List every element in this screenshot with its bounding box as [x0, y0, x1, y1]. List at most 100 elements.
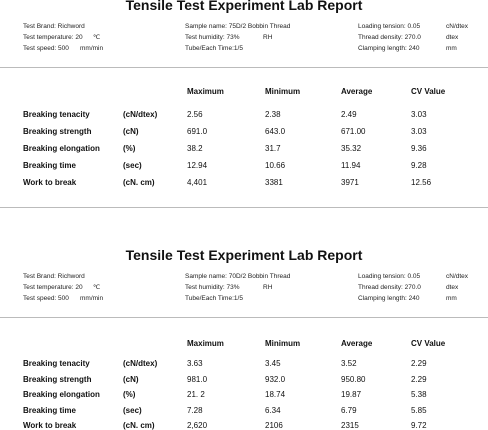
- row-label: Breaking elongation: [23, 390, 100, 399]
- table-cell: 6.79: [341, 405, 357, 415]
- table-cell: 2.29: [411, 374, 427, 384]
- column-header: CV Value: [411, 87, 446, 96]
- row-unit: (cN/dtex): [123, 110, 158, 119]
- table-cell: 3.03: [411, 110, 427, 119]
- table-cell: 691.0: [187, 127, 208, 136]
- info-field: Tube/Each Time:1/5: [185, 45, 243, 52]
- table-cell: 5.38: [411, 390, 427, 399]
- table-cell: 31.7: [265, 144, 281, 153]
- table-cell: 671.00: [341, 127, 366, 136]
- info-field: Test speed: 500: [23, 295, 69, 302]
- column-header: Minimum: [265, 87, 301, 96]
- row-label: Work to break: [23, 421, 77, 430]
- table-cell: 3.03: [411, 127, 427, 136]
- info-field: Test humidity: 73%: [185, 284, 240, 291]
- separator: [0, 207, 488, 208]
- info-field: Test temperature: 20: [23, 284, 83, 291]
- info-unit: cN/dtex: [446, 23, 469, 30]
- table-cell: 9.36: [411, 144, 427, 153]
- table-cell: 11.94: [341, 161, 361, 170]
- info-unit: RH: [263, 284, 273, 291]
- report-title: Tensile Test Experiment Lab Report: [125, 0, 363, 13]
- info-field: Clamping length: 240: [358, 295, 420, 302]
- table-cell: 2.49: [341, 110, 357, 119]
- row-unit: (%): [123, 390, 136, 399]
- info-field: Sample name: 70D/2 Bobbin Thread: [185, 273, 291, 280]
- info-unit: ℃: [93, 284, 101, 291]
- info-unit: ℃: [93, 34, 101, 41]
- table-cell: 3.45: [265, 359, 281, 368]
- row-unit: (cN. cm): [123, 421, 155, 430]
- table-cell: 5.85: [411, 405, 427, 415]
- row-label: Breaking time: [23, 405, 76, 415]
- table-cell: 643.0: [265, 127, 286, 136]
- table-cell: 4,401: [187, 178, 208, 187]
- info-field: Sample name: 75D/2 Bobbin Thread: [185, 23, 291, 30]
- table-cell: 19.87: [341, 390, 362, 399]
- row-label: Work to break: [23, 178, 77, 187]
- info-unit: mm: [446, 295, 457, 302]
- row-unit: (cN. cm): [123, 178, 155, 187]
- row-unit: (%): [123, 144, 136, 153]
- row-label: Breaking elongation: [23, 144, 100, 153]
- table-cell: 38.2: [187, 144, 203, 153]
- row-unit: (sec): [123, 161, 142, 170]
- info-field: Loading tension: 0.05: [358, 273, 421, 280]
- column-header: CV Value: [411, 339, 446, 348]
- column-header: Maximum: [187, 87, 224, 96]
- info-unit: dtex: [446, 284, 459, 291]
- info-field: Loading tension: 0.05: [358, 23, 421, 30]
- row-label: Breaking tenacity: [23, 359, 90, 368]
- table-cell: 12.94: [187, 161, 208, 170]
- separator: [0, 67, 488, 68]
- table-cell: 7.28: [187, 405, 203, 415]
- info-unit: mm: [446, 45, 457, 52]
- table-cell: 2,620: [187, 421, 208, 430]
- table-cell: 3971: [341, 178, 359, 187]
- row-label: Breaking time: [23, 161, 76, 170]
- info-field: Test speed: 500: [23, 45, 69, 52]
- report-title: Tensile Test Experiment Lab Report: [125, 247, 363, 263]
- table-cell: 18.74: [265, 390, 286, 399]
- row-label: Breaking strength: [23, 374, 92, 384]
- info-field: Test Brand: Richword: [23, 273, 85, 280]
- table-cell: 9.72: [411, 421, 427, 430]
- info-unit: RH: [263, 34, 273, 41]
- info-unit: dtex: [446, 34, 459, 41]
- table-cell: 2315: [341, 421, 359, 430]
- info-field: Test temperature: 20: [23, 34, 83, 41]
- table-cell: 981.0: [187, 374, 208, 384]
- table-cell: 10.66: [265, 161, 286, 170]
- column-header: Maximum: [187, 339, 224, 348]
- row-label: Breaking strength: [23, 127, 92, 136]
- table-cell: 9.28: [411, 161, 427, 170]
- row-unit: (cN): [123, 374, 139, 384]
- table-cell: 12.56: [411, 178, 432, 187]
- info-field: Tube/Each Time:1/5: [185, 295, 243, 302]
- info-unit: mm/min: [80, 45, 104, 52]
- separator: [0, 317, 488, 318]
- info-field: Clamping length: 240: [358, 45, 420, 52]
- table-cell: 2.38: [265, 110, 281, 119]
- table-cell: 6.34: [265, 405, 281, 415]
- table-cell: 2.56: [187, 110, 203, 119]
- row-unit: (cN): [123, 127, 139, 136]
- row-unit: (sec): [123, 405, 142, 415]
- info-field: Test humidity: 73%: [185, 34, 240, 41]
- table-cell: 3.52: [341, 359, 357, 368]
- table-cell: 2106: [265, 421, 283, 430]
- info-field: Thread density: 270.0: [358, 34, 421, 41]
- table-cell: 3381: [265, 178, 283, 187]
- table-cell: 2.29: [411, 359, 427, 368]
- column-header: Average: [341, 87, 373, 96]
- table-cell: 932.0: [265, 374, 286, 384]
- table-cell: 21. 2: [187, 390, 205, 399]
- table-cell: 3.63: [187, 359, 203, 368]
- info-unit: mm/min: [80, 295, 104, 302]
- column-header: Average: [341, 339, 373, 348]
- info-field: Test Brand: Richword: [23, 23, 85, 30]
- row-unit: (cN/dtex): [123, 359, 158, 368]
- row-label: Breaking tenacity: [23, 110, 90, 119]
- info-unit: cN/dtex: [446, 273, 469, 280]
